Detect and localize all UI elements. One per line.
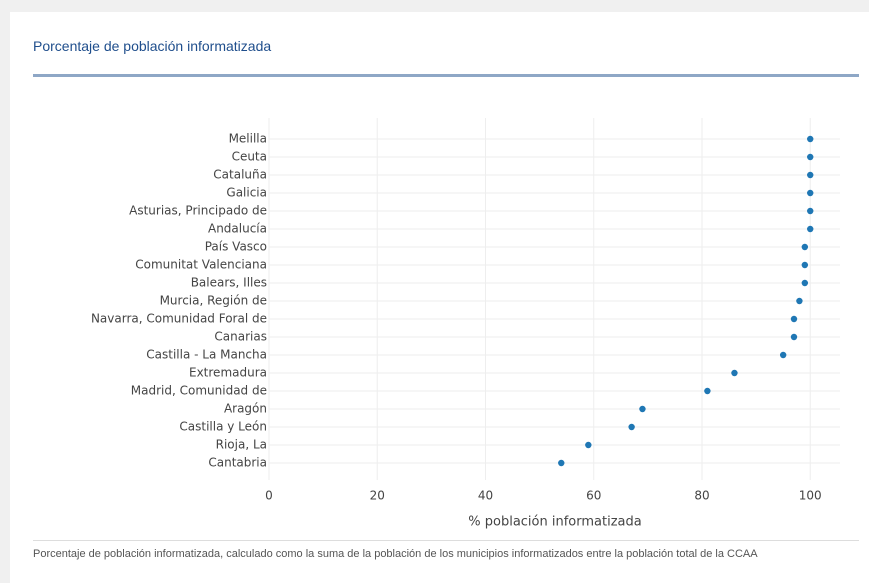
y-tick-label: Comunitat Valenciana [135,258,267,272]
dot [807,207,814,215]
dot [801,261,809,269]
dot [801,243,809,251]
dot [807,189,814,197]
y-tick-label: Aragón [224,402,267,416]
x-tick-label: 40 [478,489,493,503]
panel: Porcentaje de población informatizada Po… [10,12,869,583]
footnote: Porcentaje de población informatizada, c… [33,548,758,560]
x-axis-label: % población informatizada [468,515,641,530]
y-tick-label: Galicia [226,186,267,200]
x-tick-label: 20 [370,489,385,503]
dot [807,135,814,143]
y-tick-label: Asturias, Principado de [129,204,267,218]
dot [731,369,738,377]
y-tick-label: Extremadura [189,366,267,380]
y-tick-label: Murcia, Región de [160,294,267,308]
note-rule [33,540,859,541]
y-tick-label: Cataluña [213,168,267,182]
y-tick-label: Ceuta [232,150,267,164]
y-tick-label: Navarra, Comunidad Foral de [91,312,267,326]
y-tick-label: Balears, Illes [191,276,267,290]
x-tick-label: 100 [799,489,822,503]
x-tick-label: 80 [694,489,709,503]
dot [639,405,646,413]
y-tick-label: Andalucía [208,222,267,236]
y-tick-label: Castilla y León [179,420,267,434]
dot [796,297,803,305]
dot [807,171,814,179]
dot [790,333,798,341]
dot [704,387,711,395]
y-tick-label: Rioja, La [216,438,267,452]
dot [807,225,814,233]
y-tick-label: Melilla [229,132,267,146]
dot [801,279,809,287]
chart-title: Porcentaje de población informatizada [33,38,272,54]
dot [790,315,798,323]
x-tick-label: 60 [586,489,601,503]
dot [807,153,814,161]
y-tick-label: Castilla - La Mancha [146,348,267,362]
dot [779,351,787,359]
title-rule [33,74,859,77]
dot [628,423,635,431]
dot [558,459,565,467]
y-tick-label: Madrid, Comunidad de [131,384,267,398]
y-tick-label: País Vasco [205,240,267,254]
y-tick-label: Cantabria [208,456,267,470]
x-tick-label: 0 [265,489,273,503]
dot [585,441,592,449]
y-tick-label: Canarias [214,330,267,344]
